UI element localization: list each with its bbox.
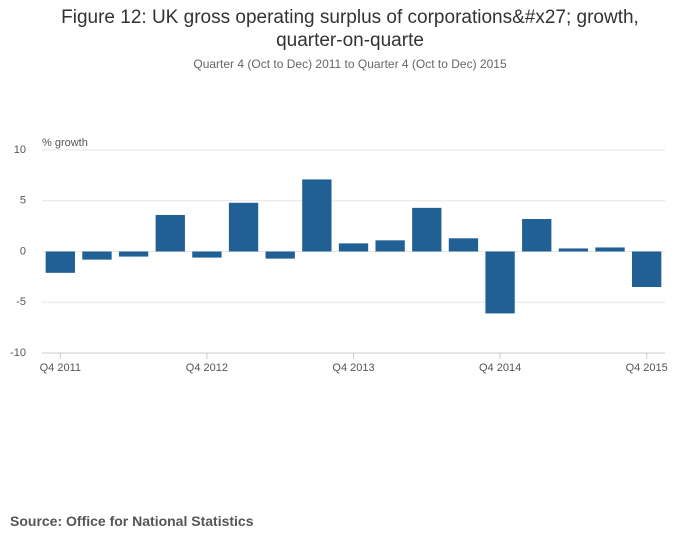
bar xyxy=(265,251,295,259)
chart-title: Figure 12: UK gross operating surplus of… xyxy=(61,7,639,51)
x-tick-label: Q4 2013 xyxy=(332,362,374,374)
y-axis-label: % growth xyxy=(42,137,88,149)
chart-subtitle: Quarter 4 (Oct to Dec) 2011 to Quarter 4… xyxy=(193,57,507,71)
x-tick-label: Q4 2015 xyxy=(626,362,668,374)
source: Source: Office for National Statistics xyxy=(10,513,254,529)
bar xyxy=(595,247,625,252)
bar xyxy=(412,207,442,252)
bar xyxy=(632,251,662,288)
bar xyxy=(338,243,369,252)
bar xyxy=(448,238,479,252)
bar xyxy=(485,251,515,314)
y-tick-label: 10 xyxy=(14,144,26,156)
bar xyxy=(192,251,222,258)
x-tick-label: Q4 2014 xyxy=(479,362,521,374)
bar xyxy=(82,251,112,260)
bar xyxy=(45,251,75,273)
bar xyxy=(522,219,552,252)
bar xyxy=(228,202,259,252)
x-tick-label: Q4 2012 xyxy=(186,362,228,374)
y-tick-label: -10 xyxy=(10,347,26,359)
bar xyxy=(558,248,589,252)
bar xyxy=(155,214,185,252)
bar xyxy=(118,251,149,257)
bar xyxy=(375,240,405,252)
y-tick-label: 0 xyxy=(20,245,26,257)
y-tick-label: 5 xyxy=(20,195,26,207)
y-tick-label: -5 xyxy=(16,296,26,308)
bar xyxy=(302,179,332,252)
x-tick-label: Q4 2011 xyxy=(40,362,81,374)
